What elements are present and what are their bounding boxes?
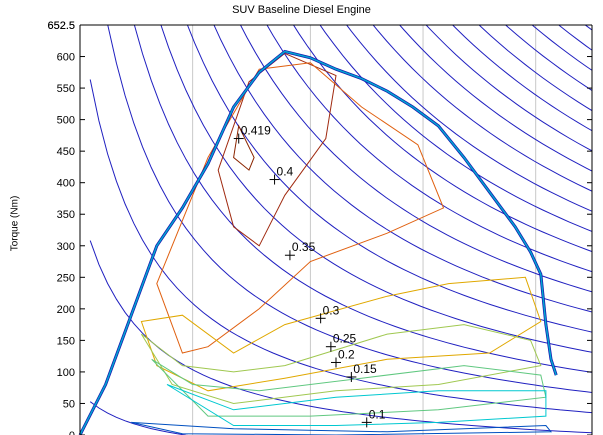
power-line [239,25,592,293]
power-line [319,25,592,232]
y-tick-label: 400 [57,178,75,190]
contour-label: 0.15 [353,362,377,376]
power-line [584,25,592,31]
power-line [90,0,603,26]
contour-label: 0.419 [241,124,271,138]
contour-label: 0.3 [323,303,340,317]
y-tick-label: 100 [57,367,75,379]
y-tick-label: 300 [57,241,75,253]
contour-label: 0.35 [292,240,316,254]
contour-0.2 [151,358,547,417]
y-tick-label: 50 [63,398,75,410]
max-torque-curve [79,50,557,435]
contour-label: 0.25 [333,332,357,346]
contour-0.3 [140,276,542,392]
power-lines [89,0,603,435]
contour-0.4 [217,52,337,247]
y-tick-label-overlap: 652.5 [47,20,75,32]
max-torque-curve-outer [78,49,558,435]
contour-0.25 [140,324,542,405]
power-line [186,25,592,333]
power-line [89,240,592,434]
power-line [346,25,592,212]
contour-label: 0.1 [369,407,386,421]
y-tick-label: 500 [57,115,75,127]
power-line [451,25,592,132]
contour-0.15 [166,384,547,426]
power-line [398,25,592,172]
contour-0.1 [131,421,553,435]
power-line [133,25,592,373]
contour-0.35 [156,62,445,354]
power-line [90,0,603,6]
contour-label: 0.4 [277,165,294,179]
y-tick-label: 250 [57,272,75,284]
power-line [266,25,592,273]
y-tick-label: 450 [57,146,75,158]
y-tick-label: 652.5 [47,20,75,32]
power-line [372,25,592,192]
power-line [160,25,592,353]
power-line [504,25,592,92]
y-tick-label: 0 [69,430,75,435]
y-tick-label: 550 [57,83,75,95]
power-line [478,25,592,112]
y-tick-label: 150 [57,335,75,347]
chart-title: SUV Baseline Diesel Engine [232,4,371,16]
power-line [425,25,592,152]
contour-0.419 [233,124,255,171]
power-line [292,25,592,253]
y-tick-label: 350 [57,209,75,221]
contour-label: 0.2 [338,347,355,361]
y-tick-label: 600 [57,52,75,64]
power-line [558,25,592,51]
y-tick-label: 200 [57,304,75,316]
power-line [213,25,592,313]
power-line [89,401,189,435]
